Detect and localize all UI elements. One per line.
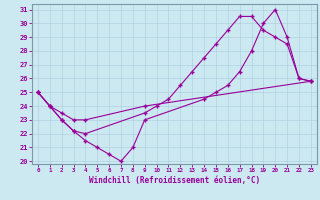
X-axis label: Windchill (Refroidissement éolien,°C): Windchill (Refroidissement éolien,°C) — [89, 176, 260, 185]
